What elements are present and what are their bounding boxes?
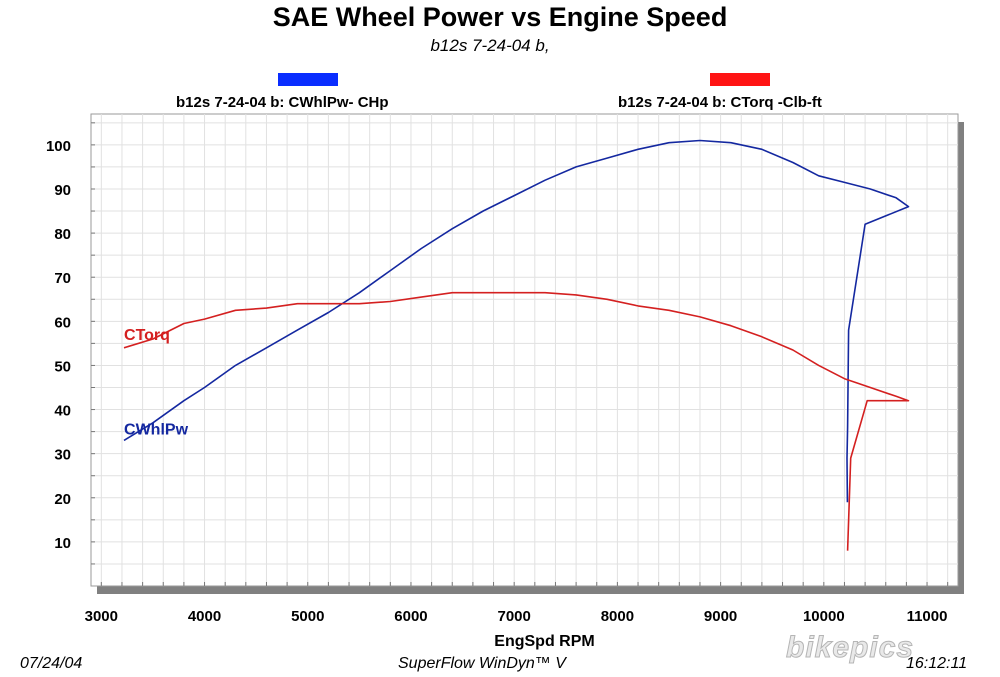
y-tick-label: 50	[54, 358, 71, 375]
y-tick-label: 30	[54, 447, 71, 464]
x-tick-label: 10000	[803, 608, 845, 625]
x-tick-label: 6000	[394, 608, 427, 625]
x-tick-label: 3000	[85, 608, 118, 625]
footer-software: SuperFlow WinDyn™ V	[398, 655, 566, 672]
footer-time: 16:12:11	[906, 655, 968, 672]
series-label-power: CWhlPw	[124, 421, 189, 438]
y-tick-label: 20	[54, 491, 71, 508]
series-label-torque: CTorq	[124, 327, 170, 344]
watermark-logo: bikepics	[785, 631, 915, 665]
y-tick-label: 70	[54, 270, 71, 287]
legend-swatch-torque	[710, 73, 770, 86]
chart-title: SAE Wheel Power vs Engine Speed	[272, 2, 728, 32]
x-tick-label: 8000	[601, 608, 634, 625]
x-axis-label: EngSpd RPM	[494, 633, 594, 650]
footer-date: 07/24/04	[20, 655, 83, 672]
y-tick-label: 80	[54, 226, 71, 243]
y-tick-label: 100	[46, 138, 71, 155]
plot-area	[90, 113, 959, 587]
y-tick-label: 60	[54, 314, 71, 331]
series-line-torque	[123, 291, 910, 551]
x-tick-label: 9000	[704, 608, 737, 625]
x-tick-label: 7000	[497, 608, 530, 625]
series-line-power	[123, 139, 910, 503]
x-tick-label: 11000	[907, 608, 948, 625]
y-tick-label: 90	[54, 182, 71, 199]
x-tick-label: 5000	[291, 608, 324, 625]
legend-label-torque: b12s 7-24-04 b: CTorq -Clb-ft	[618, 94, 822, 111]
legend-label-power: b12s 7-24-04 b: CWhlPw- CHp	[176, 94, 389, 111]
chart-subtitle: b12s 7-24-04 b,	[430, 36, 550, 55]
legend-swatch-power	[278, 73, 338, 86]
x-tick-label: 4000	[188, 608, 221, 625]
y-tick-label: 10	[54, 535, 71, 552]
y-tick-label: 40	[54, 403, 71, 420]
